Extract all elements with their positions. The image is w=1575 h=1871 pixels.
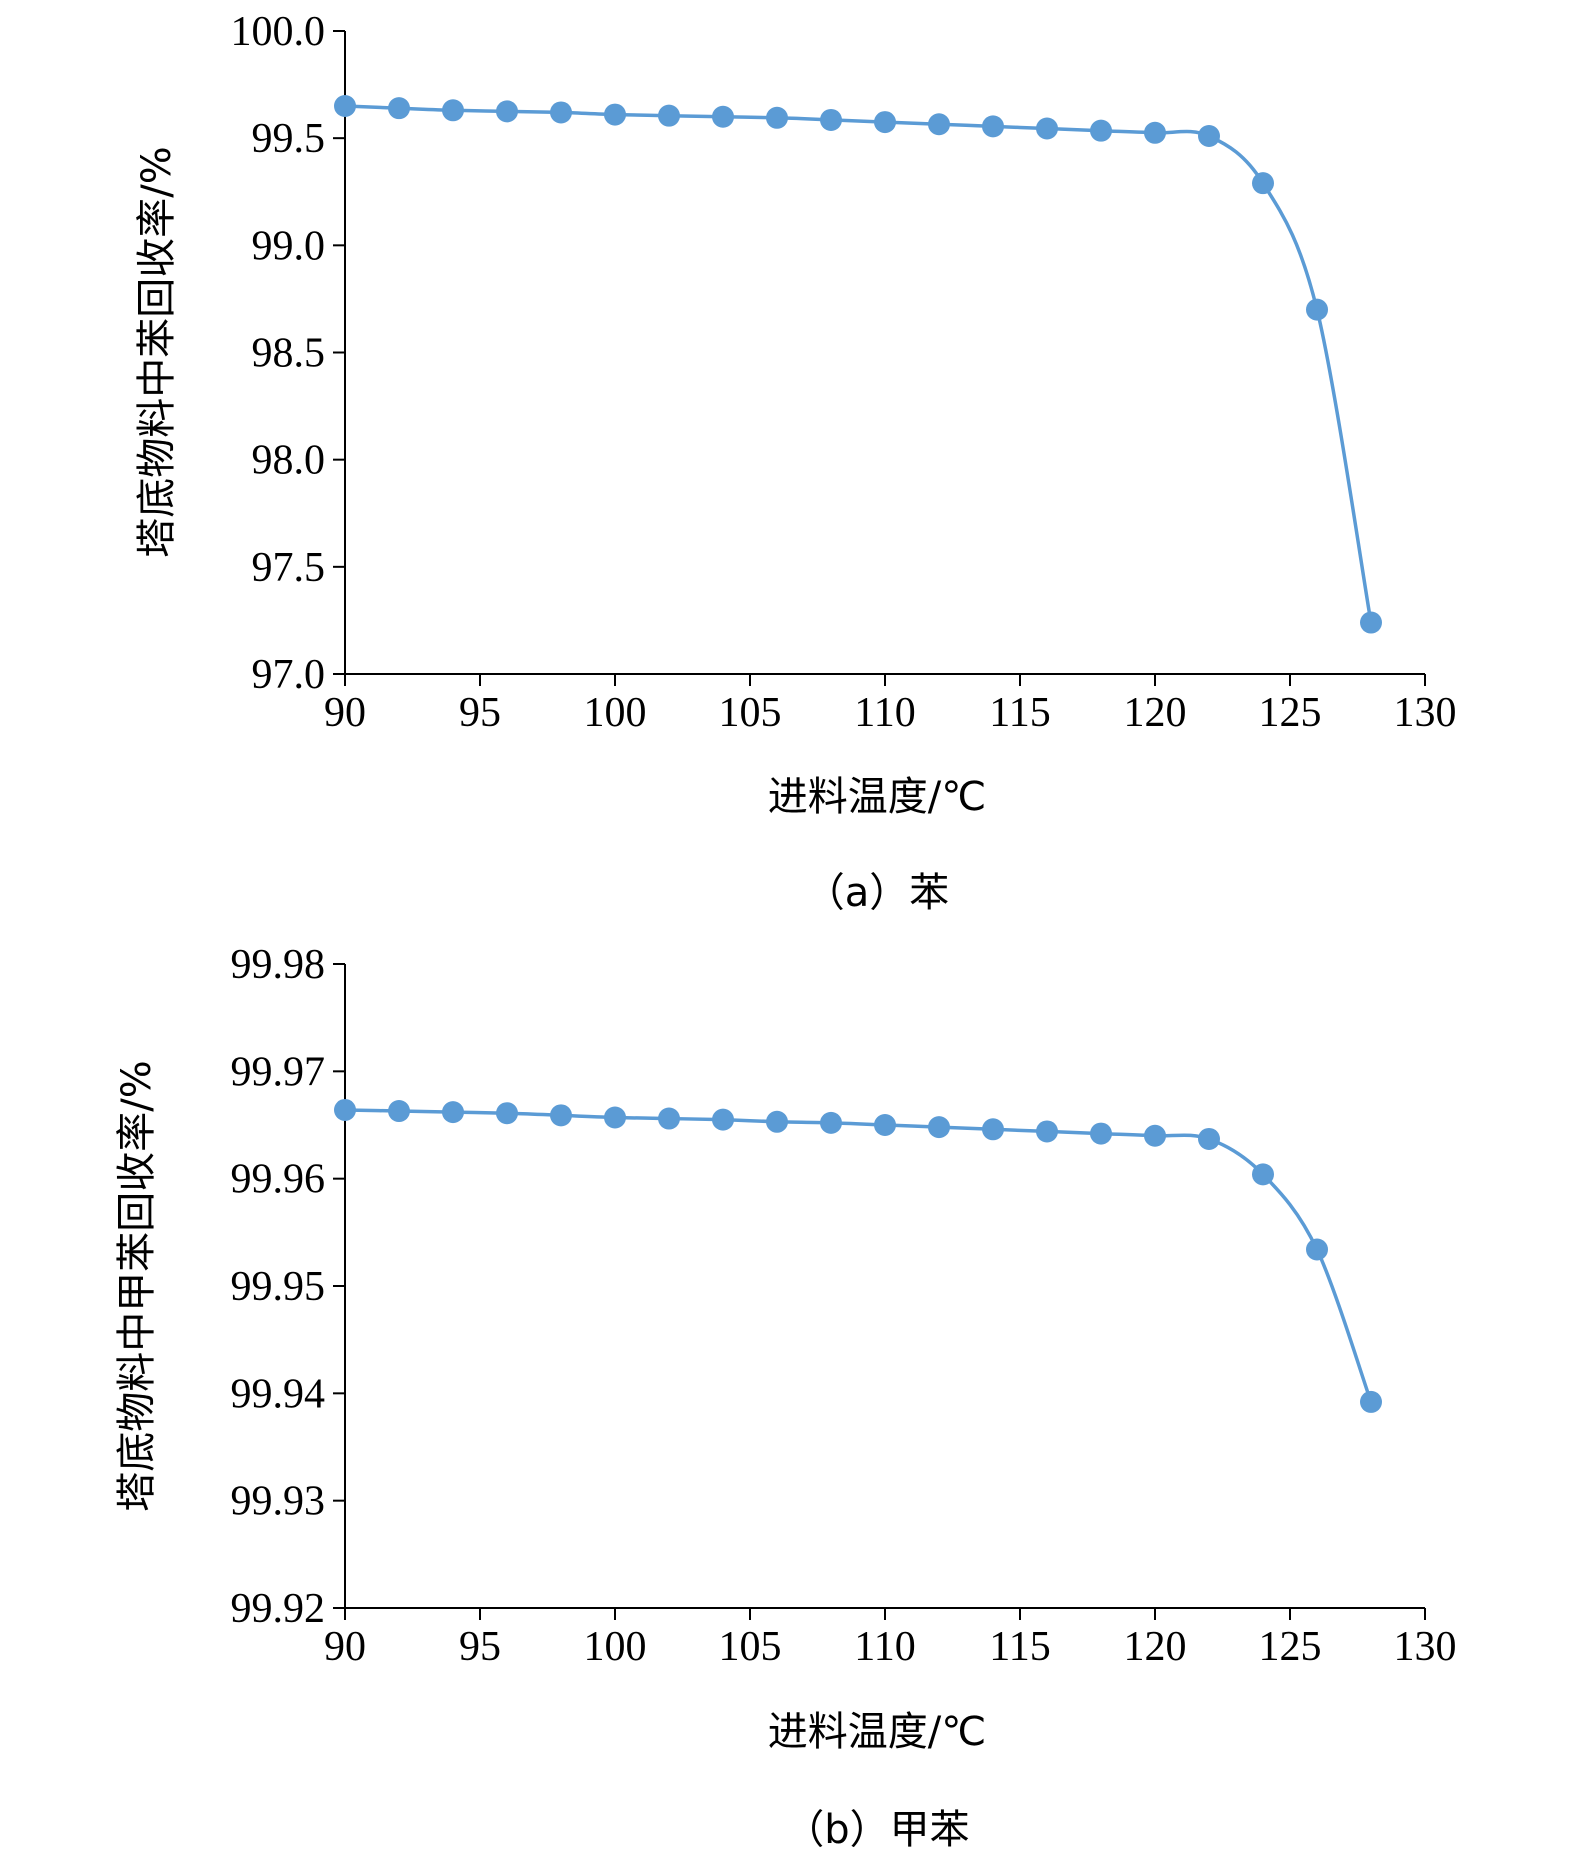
data-point [1252, 172, 1274, 195]
y-tick-label: 99.96 [231, 1157, 326, 1203]
data-point [1090, 1122, 1112, 1145]
data-point [550, 1104, 572, 1127]
data-point [712, 1108, 734, 1131]
y-tick-label: 99.98 [231, 942, 326, 988]
data-point [496, 1102, 518, 1125]
data-point [928, 1116, 950, 1139]
data-point [1306, 1238, 1328, 1261]
data-point [604, 103, 626, 126]
x-tick-label: 105 [719, 1624, 782, 1670]
data-point [874, 1114, 896, 1136]
data-point [388, 1100, 410, 1123]
data-point [1090, 119, 1112, 142]
series-benzene [334, 95, 1382, 634]
panel-caption: （b）甲苯 [784, 1807, 969, 1853]
plot-area [344, 964, 1425, 1609]
y-tick-label: 98.0 [252, 438, 326, 484]
data-point [496, 100, 518, 123]
x-tick-label: 125 [1259, 1624, 1322, 1670]
data-point [820, 1111, 842, 1134]
x-tick-label: 100 [584, 690, 647, 736]
x-tick-label: 120 [1124, 1624, 1187, 1670]
y-tick-label: 98.5 [252, 331, 326, 377]
x-axis-ticks: 90 95 100 105 110 115 120 125 130 [324, 1608, 1457, 1670]
data-point [1360, 611, 1382, 634]
data-point [442, 99, 464, 122]
y-axis-title: 塔底物料中苯回收率/% [134, 146, 180, 557]
y-tick-label: 97.5 [252, 545, 326, 591]
x-tick-label: 90 [324, 1624, 366, 1670]
data-point [874, 111, 896, 134]
y-tick-label: 99.93 [231, 1479, 326, 1525]
data-point [1036, 1120, 1058, 1143]
data-point [334, 1098, 356, 1121]
x-tick-label: 130 [1394, 1624, 1457, 1670]
x-tick-label: 110 [854, 690, 915, 736]
x-tick-label: 125 [1259, 690, 1322, 736]
y-tick-label: 99.95 [231, 1264, 326, 1310]
data-point [766, 106, 788, 129]
y-axis-title: 塔底物料中甲苯回收率/% [114, 1060, 160, 1511]
data-point [1360, 1390, 1382, 1413]
data-point [1306, 298, 1328, 321]
data-point [658, 1107, 680, 1130]
x-tick-label: 130 [1394, 690, 1457, 736]
x-axis-title: 进料温度/℃ [768, 1709, 986, 1755]
data-point [1036, 117, 1058, 140]
data-point [766, 1110, 788, 1133]
x-tick-label: 115 [989, 1624, 1050, 1670]
y-axis-ticks: 99.92 99.93 99.94 99.95 99.96 99.97 99.98 [231, 942, 345, 1632]
series-toluene [334, 1098, 1382, 1413]
y-tick-label: 99.92 [231, 1586, 326, 1632]
data-point [982, 115, 1004, 138]
data-point [982, 1118, 1004, 1141]
y-tick-label: 99.97 [231, 1049, 326, 1095]
y-tick-label: 99.0 [252, 223, 326, 269]
data-point [712, 105, 734, 128]
x-axis-ticks: 90 95 100 105 110 115 120 125 130 [324, 674, 1457, 736]
data-point [1144, 121, 1166, 144]
y-tick-label: 97.0 [252, 652, 326, 698]
data-point [1198, 125, 1220, 148]
y-axis-ticks: 97.0 97.5 98.0 98.5 99.0 99.5 100.0 [231, 9, 345, 698]
series-line [344, 104, 1373, 623]
x-tick-label: 120 [1124, 690, 1187, 736]
y-tick-label: 99.5 [252, 116, 326, 162]
data-point [820, 108, 842, 131]
data-point [334, 95, 356, 118]
x-tick-label: 100 [584, 1624, 647, 1670]
y-tick-label: 100.0 [231, 9, 326, 55]
x-tick-label: 95 [459, 1624, 501, 1670]
data-point [550, 101, 572, 124]
x-axis-title: 进料温度/℃ [768, 774, 986, 820]
x-tick-label: 95 [459, 690, 501, 736]
x-tick-label: 110 [854, 1624, 915, 1670]
y-tick-label: 99.94 [231, 1371, 326, 1417]
data-point [1252, 1163, 1274, 1186]
data-point [604, 1106, 626, 1129]
data-point [1198, 1127, 1220, 1150]
x-tick-label: 115 [989, 690, 1050, 736]
data-point [442, 1101, 464, 1124]
data-point [928, 113, 950, 136]
data-point [1144, 1124, 1166, 1147]
series-line [344, 1108, 1373, 1403]
data-point [388, 97, 410, 120]
x-tick-label: 90 [324, 690, 366, 736]
data-point [658, 104, 680, 127]
chart-panel-benzene: 90 95 100 105 110 115 120 125 130 97.0 97.5 98.0 98… [134, 9, 1457, 916]
panel-caption: （a）苯 [805, 870, 950, 916]
x-tick-label: 105 [719, 690, 782, 736]
chart-panel-toluene: 90 95 100 105 110 115 120 125 130 99.9299.9399.9… [114, 942, 1457, 1853]
